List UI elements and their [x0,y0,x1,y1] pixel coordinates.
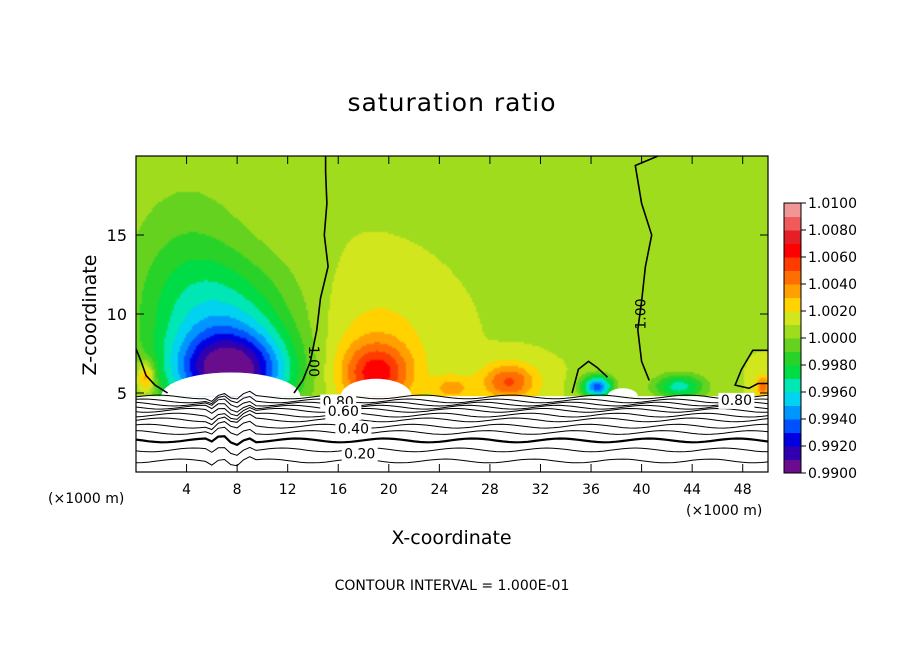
colorbar-tick-label: 1.0060 [808,250,857,266]
contour-label: 0.40 [338,421,369,437]
colorbar-segment [784,419,801,433]
colorbar-segment [784,459,801,474]
contour-label: 1.00 [305,346,321,377]
colorbar-segment [784,257,801,271]
colorbar-tick-label: 0.9900 [808,466,857,482]
colorbar-segment [784,230,801,244]
surface-hump [340,378,412,397]
x-tick-label: 28 [481,482,499,498]
colorbar-segment [784,432,801,447]
colorbar-segment [784,203,801,217]
colorbar-tick-label: 0.9980 [808,358,857,374]
contour-label: 0.60 [328,404,359,420]
colorbar-segment [784,365,801,379]
y-tick-label: 5 [117,384,127,403]
contour-line [634,156,659,381]
colorbar-tick-label: 1.0000 [808,331,857,347]
surface-contour-line [136,409,768,421]
surface-contour-line [136,403,768,413]
contour-label-bg [341,446,378,463]
surface-contour-line [136,406,768,417]
x-tick-label: 12 [279,482,297,498]
contour-line [136,348,169,394]
colorbar-segment [784,311,801,325]
contour-interval-note: CONTOUR INTERVAL = 1.000E-01 [334,578,570,594]
contour-label-bg [325,403,362,420]
x-axis-label: X-coordinate [391,527,512,549]
colorbar-tick-label: 1.0020 [808,304,857,320]
colorbar-tick-label: 0.9960 [808,385,857,401]
colorbar-segment [784,216,801,231]
x-tick-label: 4 [182,482,191,498]
surface-hump [607,388,638,397]
colorbar-segment [784,378,801,393]
colorbar-tick-label: 0.9940 [808,412,857,428]
surface-contour-line [136,390,768,402]
x-tick-label: 24 [430,482,448,498]
x-tick-label: 16 [329,482,347,498]
colorbar-segment [784,392,801,406]
colorbar-segment [784,351,801,366]
y-tick-label: 10 [107,305,127,324]
x-tick-label: 8 [233,482,242,498]
surface-contour-line [136,413,768,426]
y-axis: 5 10 15 [107,226,768,403]
contour-label-bg [718,392,755,409]
surface-contour-line [136,446,768,456]
surface-contour-line [136,395,768,405]
chart-title: saturation ratio [347,88,557,117]
x-tick-label: 44 [683,482,701,498]
x-tick-label: 20 [380,482,398,498]
colorbar-segment [784,324,801,339]
x-unit-label-right: (×1000 m) [686,503,763,519]
colorbar-segment [784,284,801,298]
surface-contour-line [136,435,768,447]
x-unit-label-left: (×1000 m) [48,491,125,507]
surface-contour-line [136,398,768,408]
y-axis-label: Z-coordinate [79,254,101,376]
x-tick-label: 32 [532,482,550,498]
contour-line [734,349,768,390]
colorbar-tick-label: 1.0040 [808,277,857,293]
x-tick-label: 48 [734,482,752,498]
colorbar-segment [784,243,801,258]
contour-label: 0.80 [721,393,752,409]
surface-hump [161,372,301,397]
colorbar-segment [784,297,801,312]
colorbar-segment [784,338,801,352]
colorbar-tick-label: 1.0080 [808,223,857,239]
colorbar-segment [784,405,801,420]
contour-lines: 1.001.000.80 0.800.600.400.20 [136,156,768,463]
colorbar-segment [784,270,801,285]
y-tick-label: 15 [107,226,127,245]
contour-line [571,360,609,394]
x-axis: 4 8 12 16 20 24 28 32 36 40 44 48 [182,156,752,498]
contour-label-bg [335,421,372,438]
colorbar-tick-label: 1.0100 [808,196,857,212]
surface-contour-line [136,420,768,431]
x-tick-label: 36 [582,482,600,498]
surface-contour-line [136,426,768,436]
contour-label: 1.00 [634,298,650,329]
contour-label: 0.20 [344,447,375,463]
below-surface-region [136,372,768,472]
surface-contour-line [136,456,768,467]
colorbar-tick-label: 0.9920 [808,439,857,455]
colorbar: 1.0100 1.0080 1.0060 1.0040 1.0020 1.0000 0.99… [783,196,857,482]
contour-line [293,156,329,394]
colorbar-segment [784,446,801,460]
x-tick-label: 40 [633,482,651,498]
